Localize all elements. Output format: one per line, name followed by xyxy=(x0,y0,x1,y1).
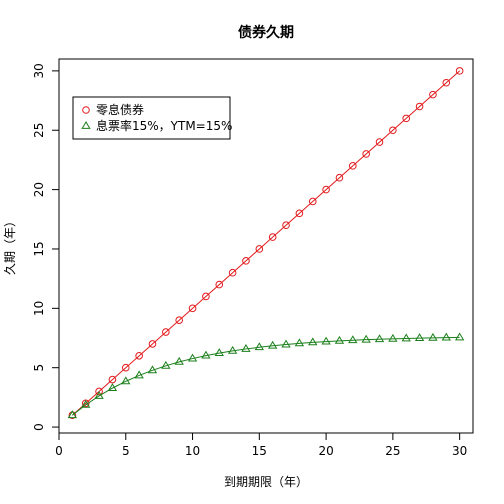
data-point-circle xyxy=(335,173,344,182)
x-tick-label: 5 xyxy=(122,444,130,458)
data-point-triangle xyxy=(294,338,305,347)
data-point-triangle xyxy=(67,410,78,419)
x-tick-label: 30 xyxy=(452,444,467,458)
y-tick-label: 10 xyxy=(32,301,46,316)
data-point-circle xyxy=(389,126,397,135)
data-point-circle xyxy=(121,363,130,372)
chart-title: 债券久期 xyxy=(238,24,294,41)
data-point-triangle xyxy=(81,399,91,408)
data-point-circle xyxy=(308,197,317,206)
plot-layer: 0 5 10 15 20 25 30 0 5 10 15 20 25 30 零息债券息票率15%，YTM=1… xyxy=(32,58,474,458)
data-point-triangle xyxy=(201,350,211,359)
data-point-triangle xyxy=(121,376,131,385)
legend-marker-circle xyxy=(82,106,90,114)
y-axis-label: 久期（年） xyxy=(3,215,17,275)
series-line-2 xyxy=(72,336,460,416)
plot-frame xyxy=(58,58,474,434)
data-point-circle xyxy=(95,387,103,396)
data-point-triangle xyxy=(134,370,144,379)
data-point-circle xyxy=(268,233,277,241)
data-point-circle xyxy=(415,102,424,111)
data-point-triangle xyxy=(161,360,171,369)
data-point-circle xyxy=(295,209,304,218)
data-point-circle xyxy=(175,316,183,325)
x-tick-label: 20 xyxy=(318,444,333,458)
data-point-circle xyxy=(375,138,384,146)
data-point-circle xyxy=(362,150,370,158)
data-point-triangle xyxy=(214,348,224,356)
x-tick-label: 25 xyxy=(385,444,400,458)
data-point-circle xyxy=(135,352,143,360)
data-point-triangle xyxy=(241,343,251,352)
data-point-circle xyxy=(322,185,330,194)
data-point-triangle xyxy=(308,337,318,346)
y-tick-label: 30 xyxy=(32,63,46,78)
x-tick-label: 10 xyxy=(185,444,200,458)
data-point-circle xyxy=(349,162,357,170)
data-point-circle xyxy=(402,114,411,123)
data-point-triangle xyxy=(414,333,425,342)
data-point-circle xyxy=(228,268,237,277)
data-point-triangle xyxy=(361,334,371,343)
data-point-circle xyxy=(242,257,250,265)
data-point-triangle xyxy=(267,340,278,349)
legend-label: 零息债券 xyxy=(96,102,144,117)
data-point-triangle xyxy=(227,345,238,354)
data-point-triangle xyxy=(254,342,265,351)
x-tick-label: 15 xyxy=(252,444,267,458)
data-point-triangle xyxy=(147,365,158,374)
y-tick-label: 20 xyxy=(32,182,46,197)
x-tick-label: 0 xyxy=(55,444,63,458)
data-point-triangle xyxy=(94,390,104,399)
legend-box xyxy=(72,96,231,140)
data-point-circle xyxy=(455,67,464,75)
legend-label: 息票率15%，YTM=15% xyxy=(96,118,232,133)
y-tick-label: 15 xyxy=(32,241,46,256)
data-point-triangle xyxy=(321,336,331,345)
data-point-circle xyxy=(108,375,117,384)
data-point-triangle xyxy=(187,353,198,362)
data-point-triangle xyxy=(334,335,345,344)
data-point-circle xyxy=(162,328,170,336)
data-point-circle xyxy=(148,340,157,348)
data-point-circle xyxy=(255,245,264,253)
data-point-triangle xyxy=(374,334,385,343)
legend-marker-triangle xyxy=(81,121,91,129)
data-point-circle xyxy=(442,78,451,87)
data-point-triangle xyxy=(401,333,411,342)
data-point-triangle xyxy=(348,335,358,344)
data-point-circle xyxy=(188,304,197,313)
y-tick-label: 25 xyxy=(32,123,46,138)
y-tick-label: 5 xyxy=(32,364,46,372)
x-axis-label: 到期期限（年） xyxy=(224,475,308,489)
data-point-circle xyxy=(282,221,290,230)
data-point-triangle xyxy=(107,383,118,392)
y-tick-label: 0 xyxy=(32,423,46,431)
data-point-circle xyxy=(215,280,224,289)
data-point-triangle xyxy=(174,356,184,365)
data-point-triangle xyxy=(441,332,451,341)
data-point-circle xyxy=(429,90,437,99)
data-point-triangle xyxy=(454,332,465,341)
data-point-triangle xyxy=(388,333,398,342)
data-point-circle xyxy=(202,292,210,301)
data-point-triangle xyxy=(281,339,291,348)
data-point-triangle xyxy=(428,332,438,341)
